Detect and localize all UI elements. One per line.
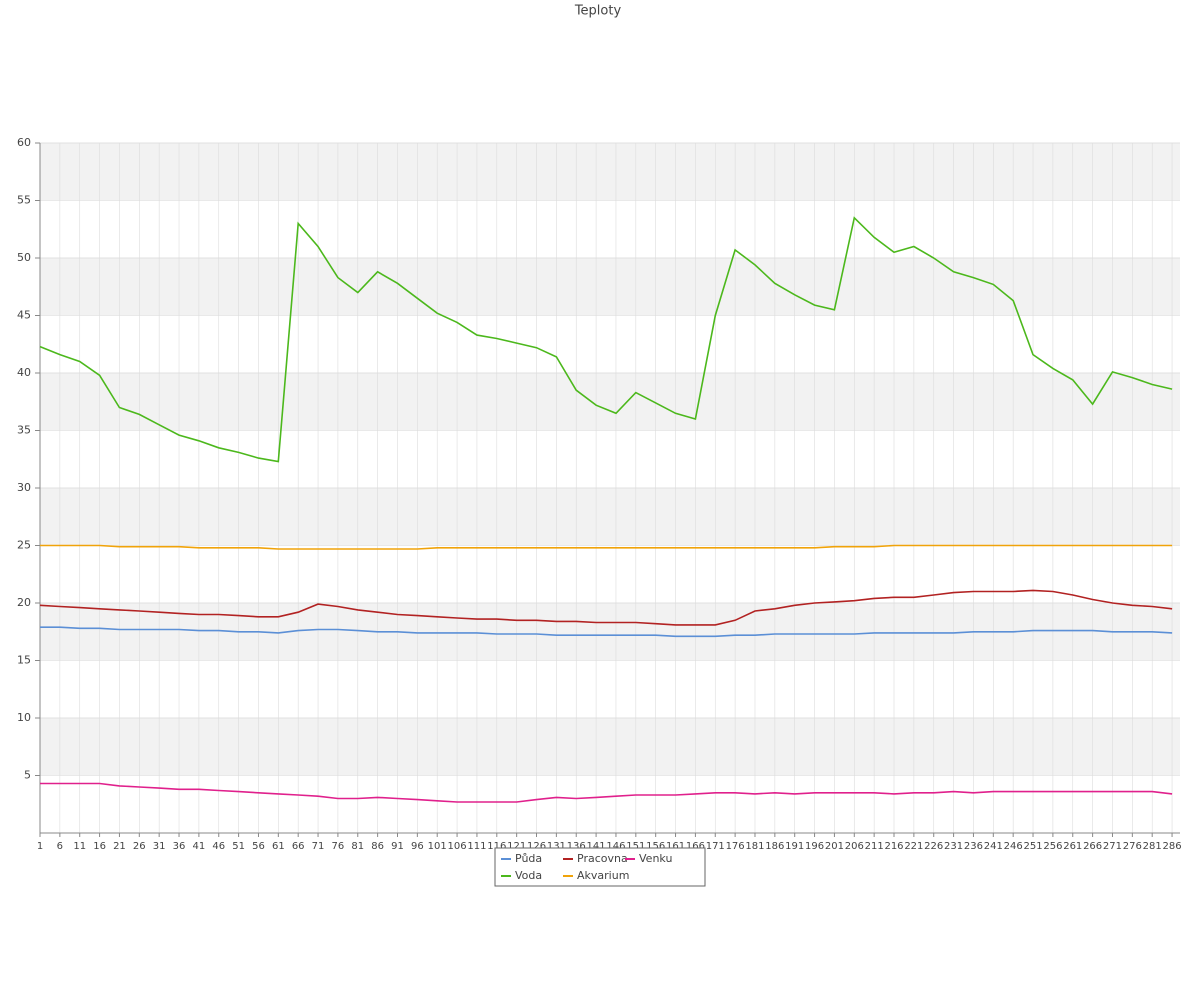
x-tick-label: 71	[312, 841, 325, 852]
x-tick-label: 171	[706, 841, 725, 852]
x-tick-label: 211	[865, 841, 884, 852]
x-tick-label: 16	[93, 841, 106, 852]
x-tick-label: 266	[1083, 841, 1102, 852]
x-tick-label: 231	[944, 841, 963, 852]
x-tick-label: 96	[411, 841, 424, 852]
x-tick-label: 66	[292, 841, 305, 852]
grid-band	[40, 488, 1180, 546]
y-tick-label: 45	[17, 309, 31, 322]
legend-label: Venku	[639, 852, 672, 865]
x-tick-label: 176	[726, 841, 745, 852]
x-tick-label: 181	[745, 841, 764, 852]
x-tick-label: 221	[904, 841, 923, 852]
x-tick-label: 136	[567, 841, 586, 852]
legend-label: Voda	[515, 869, 542, 882]
x-tick-label: 46	[212, 841, 225, 852]
x-tick-label: 116	[487, 841, 506, 852]
x-tick-label: 81	[351, 841, 364, 852]
x-tick-label: 191	[785, 841, 804, 852]
x-tick-label: 251	[1023, 841, 1042, 852]
series-line	[39, 216, 1173, 463]
y-tick-label: 25	[17, 539, 31, 552]
x-tick-label: 146	[606, 841, 625, 852]
x-tick-label: 36	[173, 841, 186, 852]
x-tick-label: 121	[507, 841, 526, 852]
x-tick-label: 56	[252, 841, 265, 852]
y-tick-label: 35	[17, 424, 31, 437]
y-tick-label: 60	[17, 136, 31, 149]
x-tick-label: 281	[1143, 841, 1162, 852]
x-tick-label: 41	[193, 841, 206, 852]
legend-label: Pracovna	[577, 852, 628, 865]
x-tick-label: 141	[587, 841, 606, 852]
y-tick-label: 40	[17, 366, 31, 379]
x-tick-label: 11	[73, 841, 86, 852]
grid-band	[40, 143, 1180, 201]
y-tick-label: 10	[17, 711, 31, 724]
x-tick-label: 111	[467, 841, 486, 852]
x-tick-label: 151	[626, 841, 645, 852]
x-tick-label: 261	[1063, 841, 1082, 852]
x-tick-label: 186	[765, 841, 784, 852]
y-tick-label: 55	[17, 194, 31, 207]
x-tick-label: 126	[527, 841, 546, 852]
x-tick-label: 86	[371, 841, 384, 852]
x-tick-label: 166	[686, 841, 705, 852]
x-tick-label: 276	[1123, 841, 1142, 852]
legend	[494, 847, 706, 887]
x-tick-label: 31	[153, 841, 166, 852]
x-tick-label: 61	[272, 841, 285, 852]
grid-band	[40, 718, 1180, 776]
series-line	[40, 782, 1173, 803]
x-tick-label: 101	[428, 841, 447, 852]
chart-title: Teploty	[574, 4, 622, 19]
series-line	[40, 544, 1173, 550]
x-tick-label: 51	[232, 841, 245, 852]
x-tick-label: 226	[924, 841, 943, 852]
x-tick-label: 1	[37, 841, 43, 852]
legend-label: Akvarium	[577, 869, 629, 882]
y-tick-label: 30	[17, 481, 31, 494]
x-tick-label: 91	[391, 841, 404, 852]
x-tick-label: 271	[1103, 841, 1122, 852]
grid-band	[40, 373, 1180, 431]
y-tick-label: 50	[17, 251, 31, 264]
x-tick-label: 246	[1004, 841, 1023, 852]
x-tick-label: 106	[448, 841, 467, 852]
x-tick-label: 131	[547, 841, 566, 852]
x-tick-label: 216	[884, 841, 903, 852]
y-tick-label: 5	[24, 769, 31, 782]
grid-band	[40, 258, 1180, 316]
series-line	[39, 589, 1173, 626]
x-tick-label: 241	[984, 841, 1003, 852]
y-tick-label: 15	[17, 654, 31, 667]
x-tick-label: 256	[1043, 841, 1062, 852]
x-tick-label: 201	[825, 841, 844, 852]
x-tick-label: 21	[113, 841, 126, 852]
series-line	[40, 626, 1173, 638]
x-tick-label: 286	[1163, 841, 1182, 852]
legend-label: Půda	[515, 852, 542, 865]
x-tick-label: 196	[805, 841, 824, 852]
x-tick-label: 206	[845, 841, 864, 852]
x-tick-label: 26	[133, 841, 146, 852]
x-tick-label: 6	[57, 841, 63, 852]
x-tick-label: 156	[646, 841, 665, 852]
x-tick-label: 236	[964, 841, 983, 852]
x-tick-label: 161	[666, 841, 685, 852]
x-tick-label: 76	[332, 841, 345, 852]
y-tick-label: 20	[17, 596, 31, 609]
